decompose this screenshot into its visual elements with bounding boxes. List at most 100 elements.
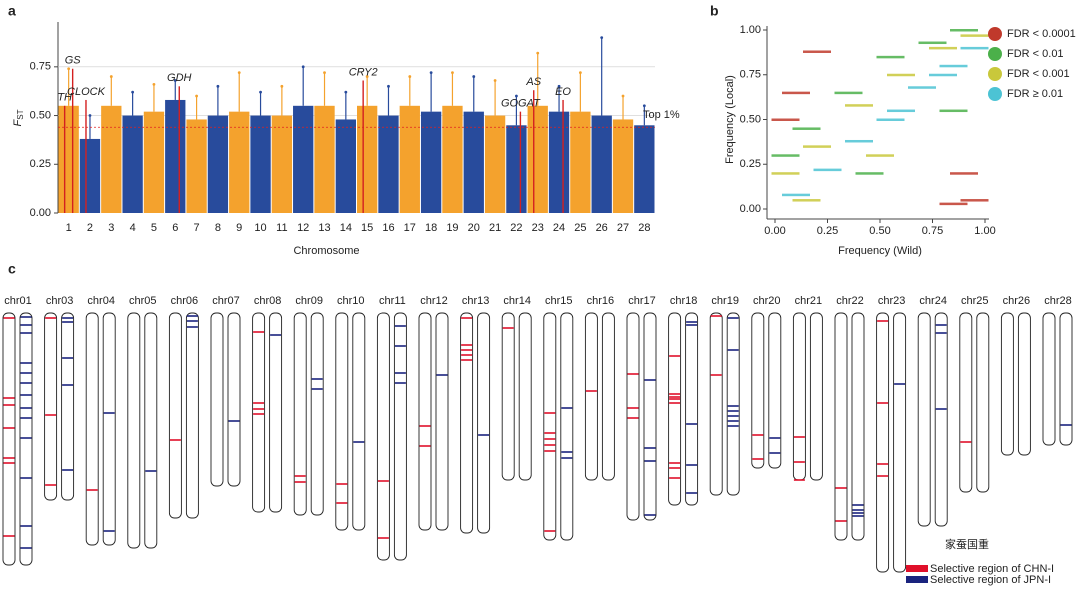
x-tick-label: 9 (236, 222, 242, 234)
legend-swatch (906, 576, 928, 583)
legend-marker (988, 67, 1002, 81)
point-stripe (939, 64, 968, 68)
legend-label: Selective region of JPN-I (930, 574, 1051, 586)
x-tick-label: 4 (130, 222, 136, 234)
point-stripe (803, 50, 831, 53)
fst-peak (557, 84, 561, 88)
x-axis-label: Frequency (Wild) (838, 245, 922, 257)
legend-marker (988, 27, 1002, 41)
chromosome-body (501, 312, 515, 481)
chromosome-body (227, 312, 241, 487)
x-tick-label: 17 (404, 222, 416, 234)
chromosome-body (601, 312, 615, 481)
fst-peak (173, 79, 177, 82)
chromosome-body (1017, 312, 1031, 456)
x-tick-label: 11 (276, 222, 287, 234)
chromosome-label: chr09 (295, 295, 323, 307)
legend-label: FDR < 0.0001 (1007, 28, 1076, 40)
chromosome-body (335, 312, 349, 531)
point-stripe (929, 46, 957, 50)
point-stripe (845, 104, 873, 107)
chromosome-body (293, 312, 307, 516)
point-stripe (960, 34, 989, 37)
chromosome-body (44, 312, 58, 501)
chromosome-label: chr26 (1003, 295, 1031, 307)
fst-peak (301, 65, 305, 69)
chromosome-body (85, 312, 99, 546)
chromosome-label: chr15 (545, 295, 573, 307)
x-tick-label: 3 (108, 222, 114, 234)
y-tick-label: 0.50 (740, 113, 761, 125)
chromosome-body (19, 312, 33, 566)
gene-label: CRY2 (349, 66, 378, 78)
chromosome-label: chr08 (254, 295, 282, 307)
chromosome-body (252, 312, 266, 513)
x-tick-label: 25 (574, 222, 586, 234)
chromosome-body (127, 312, 141, 549)
fst-cloud (101, 105, 122, 213)
fst-cloud (506, 125, 527, 213)
chromosome-body (1042, 312, 1056, 446)
gene-label: GOGAT (501, 98, 541, 110)
fst-cloud (463, 111, 484, 213)
chromosome-body (477, 312, 491, 534)
gene-label: EO (555, 86, 571, 98)
chromosome-body (792, 312, 806, 481)
chromosome-body (560, 312, 574, 541)
chromosome-label: chr23 (878, 295, 906, 307)
fst-cloud (122, 115, 143, 213)
point-stripe (792, 127, 821, 130)
fst-cloud (399, 105, 420, 213)
x-tick-label: 7 (194, 222, 200, 234)
y-tick-label: 1.00 (740, 24, 761, 36)
fst-peak (365, 75, 369, 78)
chromosome-body (751, 312, 765, 469)
panel-label: b (710, 3, 719, 19)
chromosome-label: chr05 (129, 295, 157, 307)
chromosome-body (893, 312, 907, 573)
chromosome-body (393, 312, 407, 561)
fst-cloud (79, 138, 101, 213)
fst-peak (429, 71, 433, 75)
point-stripe (939, 109, 968, 113)
y-axis-label: Frequency (Local) (724, 75, 736, 164)
x-tick-label: 26 (596, 222, 608, 234)
fst-peak (387, 84, 390, 88)
point-stripe (782, 91, 810, 95)
chromosome-label: chr18 (670, 295, 698, 307)
x-tick-label: 2 (87, 222, 93, 234)
chromosome-label: chr06 (171, 295, 199, 307)
chromosome-body (310, 312, 324, 516)
point-stripe (866, 154, 894, 157)
fst-peak (621, 94, 625, 98)
chromosome-label: chr17 (628, 295, 656, 307)
chromosome-label: chr20 (753, 295, 781, 307)
x-tick-label: 28 (638, 222, 650, 234)
fst-peak (88, 114, 92, 117)
fst-cloud (143, 111, 165, 213)
point-stripe (950, 29, 978, 32)
fst-peak (323, 71, 326, 75)
fst-peak (642, 104, 646, 108)
fst-peak (280, 84, 284, 88)
fst-cloud (612, 119, 634, 213)
y-tick-label: 0.50 (30, 109, 51, 121)
chromosome-body (917, 312, 931, 527)
fst-cloud (527, 105, 548, 213)
gene-label: CLOCK (67, 86, 106, 98)
fst-peak (600, 36, 604, 39)
legend-swatch (906, 565, 928, 572)
chromosome-body (61, 312, 75, 501)
point-stripe (887, 73, 915, 77)
fst-peak (515, 94, 518, 98)
y-tick-label: 0.00 (740, 203, 761, 215)
fst-cloud (591, 115, 612, 213)
x-tick-label: 12 (297, 222, 309, 234)
point-stripe (960, 46, 989, 50)
fst-peak (259, 90, 262, 94)
y-tick-label: 0.00 (30, 207, 51, 219)
chromosome-label: chr24 (919, 295, 947, 307)
chromosome-label: chr14 (503, 295, 531, 307)
legend-label: FDR ≥ 0.01 (1007, 88, 1063, 100)
legend-label: Selective region of CHN-I (930, 563, 1054, 575)
